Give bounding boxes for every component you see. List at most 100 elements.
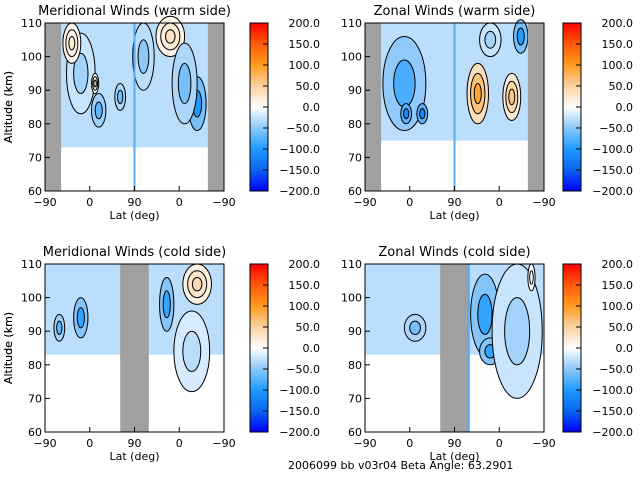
colorbar-tick-label: 0.0 [616,342,634,355]
y-tick-label: 70 [28,151,42,164]
colorbar-tick-label: 0.0 [303,342,321,355]
panel-1: Zonal Winds (warm side) 60 70 80 90 100 110 −90… [2,4,633,222]
x-tick-label: 0 [406,196,413,209]
x-tick-label: −90 [212,437,235,450]
y-tick-label: 70 [348,151,362,164]
footer-text: 2006099 bb v03r04 Beta Angle: 63.2901 [288,459,514,472]
y-tick-label: 100 [21,292,42,305]
x-tick-label: −90 [532,196,555,209]
colorbar-tick-label: −50.0 [286,363,320,376]
colorbar-tick-label: 0.0 [303,101,321,114]
no-data-band [365,23,382,191]
x-tick-label: 90 [128,196,142,209]
x-axis-label: Lat (deg) [110,450,160,463]
contour-blob [473,82,482,105]
colorbar-tick-label: −200.0 [592,426,633,439]
plot-title: Meridional Winds (cold side) [43,245,226,260]
colorbar-tick-label: −200.0 [279,185,320,198]
x-axis-label: Lat (deg) [110,209,160,222]
contour-blob [68,35,76,51]
colorbar-tick-label: 100.0 [602,59,634,72]
x-tick-label: 0 [176,437,183,450]
colorbar-tick-label: −200.0 [279,426,320,439]
colorbar-tick-label: 200.0 [602,258,634,271]
colorbar-tick-label: 100.0 [289,59,321,72]
y-tick-label: 90 [348,84,362,97]
colorbar-tick-label: −150.0 [592,164,633,177]
contour-blob [73,52,89,95]
colorbar-tick-label: −100.0 [279,384,320,397]
colorbar-tick-label: −100.0 [279,143,320,156]
y-tick-label: 90 [28,325,42,338]
x-tick-label: 0 [86,437,93,450]
colorbar-tick-label: 200.0 [289,258,321,271]
contour-blob [477,293,493,336]
colorbar-tick-label: 50.0 [296,321,321,334]
y-axis-label: Altitude (km) [2,312,15,384]
y-tick-label: 100 [341,51,362,64]
colorbar-tick-label: 0.0 [616,101,634,114]
y-tick-label: 60 [28,426,42,439]
y-tick-label: 80 [348,359,362,372]
y-tick-label: 60 [348,185,362,198]
y-tick-label: 80 [348,118,362,131]
x-tick-label: −90 [353,437,376,450]
colorbar-tick-label: 200.0 [289,17,321,30]
contour-blob [191,276,203,292]
contour-blob [419,108,426,120]
y-tick-label: 110 [341,17,362,30]
y-tick-label: 60 [348,426,362,439]
contour-blob [393,59,416,108]
contour-blob [76,307,85,329]
y-tick-label: 80 [28,118,42,131]
x-tick-label: −90 [212,196,235,209]
x-tick-label: −90 [353,196,376,209]
plot-title: Zonal Winds (warm side) [374,4,536,19]
y-tick-label: 80 [28,359,42,372]
colorbar-tick-label: −150.0 [279,405,320,418]
panel-0: Meridional Winds (warm side) 60 70 80 90 100 1… [2,4,320,222]
colorbar-tick-label: 50.0 [296,80,321,93]
y-tick-label: 100 [341,292,362,305]
y-tick-label: 70 [28,392,42,405]
contour-blob [116,89,124,105]
y-tick-label: 110 [21,258,42,271]
y-tick-label: 110 [21,17,42,30]
contour-blob [529,270,534,285]
contour-blob [56,320,63,336]
plot-title: Zonal Winds (cold side) [378,245,530,260]
y-tick-label: 100 [21,51,42,64]
y-tick-label: 90 [348,325,362,338]
contour-blob [162,290,171,319]
contour-blob [165,29,176,44]
no-data-band [120,264,149,432]
contour-blob [94,101,103,120]
x-tick-label: 0 [86,196,93,209]
contour-blob [516,27,525,46]
colorbar-tick-label: 100.0 [602,300,634,313]
contour-blob [484,30,497,49]
contour-blob [504,297,531,366]
y-tick-label: 110 [341,258,362,271]
no-data-band [207,23,224,191]
colorbar-tick-label: 200.0 [602,17,634,30]
y-axis-label: Altitude (km) [2,312,15,384]
plot-title: Meridional Winds (warm side) [38,4,231,19]
contour-blob [402,108,410,120]
no-data-band [45,23,62,191]
contour-blob [93,79,97,88]
colorbar-tick-label: 150.0 [289,279,321,292]
colorbar-tick-label: −50.0 [286,122,320,135]
colorbar-tick-label: 150.0 [602,38,634,51]
colorbar-tick-label: −50.0 [599,363,633,376]
colorbar-tick-label: −100.0 [592,384,633,397]
no-data-band [527,23,544,191]
colorbar-tick-label: −150.0 [279,164,320,177]
no-data-band [440,264,469,432]
x-tick-label: 0 [496,437,503,450]
x-tick-label: 90 [448,196,462,209]
contour-blob [182,330,202,373]
x-tick-label: 0 [406,437,413,450]
x-tick-label: 90 [128,437,142,450]
